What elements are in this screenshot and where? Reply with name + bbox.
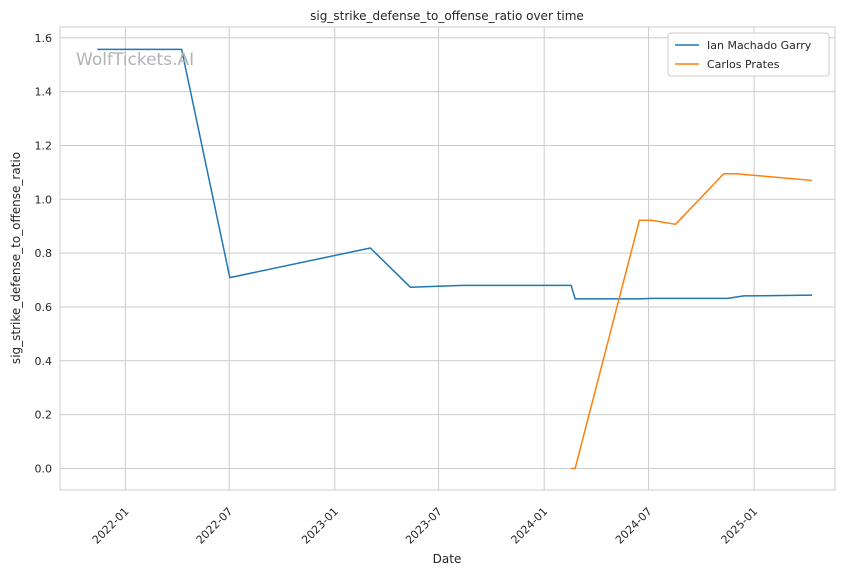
x-tick-label: 2023-07	[403, 505, 445, 547]
y-tick-label: 0.8	[35, 247, 53, 260]
series-lines	[97, 48, 813, 470]
y-tick-label: 1.4	[35, 86, 53, 99]
y-tick-label: 1.0	[35, 193, 53, 206]
series-line-ian-machado-garry	[97, 48, 813, 300]
y-tick-label: 0.6	[35, 301, 53, 314]
x-tick-label: 2022-01	[90, 505, 132, 547]
y-tick-label: 0.0	[35, 462, 53, 475]
chart-title: sig_strike_defense_to_offense_ratio over…	[310, 9, 584, 23]
plot-frame	[59, 26, 836, 491]
x-tick-label: 2024-07	[613, 505, 655, 547]
y-tick-label: 1.2	[35, 139, 53, 152]
y-axis-title: sig_strike_defense_to_offense_ratio	[9, 152, 23, 364]
legend-label-ian-machado-garry: Ian Machado Garry	[707, 39, 812, 52]
legend-box	[667, 32, 830, 77]
x-tick-label: 2022-07	[194, 505, 236, 547]
series-line-carlos-prates	[571, 172, 813, 470]
y-axis-tick-labels: 0.0 0.2 0.4 0.6 0.8 1.0 1.2 1.4 1.6	[35, 32, 53, 476]
x-axis-tick-labels: 2022-01 2022-07 2023-01 2023-07 2024-01 2024-…	[90, 505, 760, 547]
grid	[60, 27, 835, 490]
x-tick-label: 2023-01	[299, 505, 341, 547]
x-tick-label: 2025-01	[719, 505, 761, 547]
y-tick-label: 0.4	[35, 355, 53, 368]
legend: Ian Machado Garry Carlos Prates	[667, 32, 830, 77]
y-tick-label: 0.2	[35, 409, 53, 422]
x-tick-label: 2024-01	[509, 505, 551, 547]
watermark-text: WolfTickets.AI	[76, 50, 194, 70]
legend-label-carlos-prates: Carlos Prates	[707, 58, 780, 71]
x-axis-title: Date	[433, 552, 462, 566]
y-tick-label: 1.6	[35, 32, 53, 45]
